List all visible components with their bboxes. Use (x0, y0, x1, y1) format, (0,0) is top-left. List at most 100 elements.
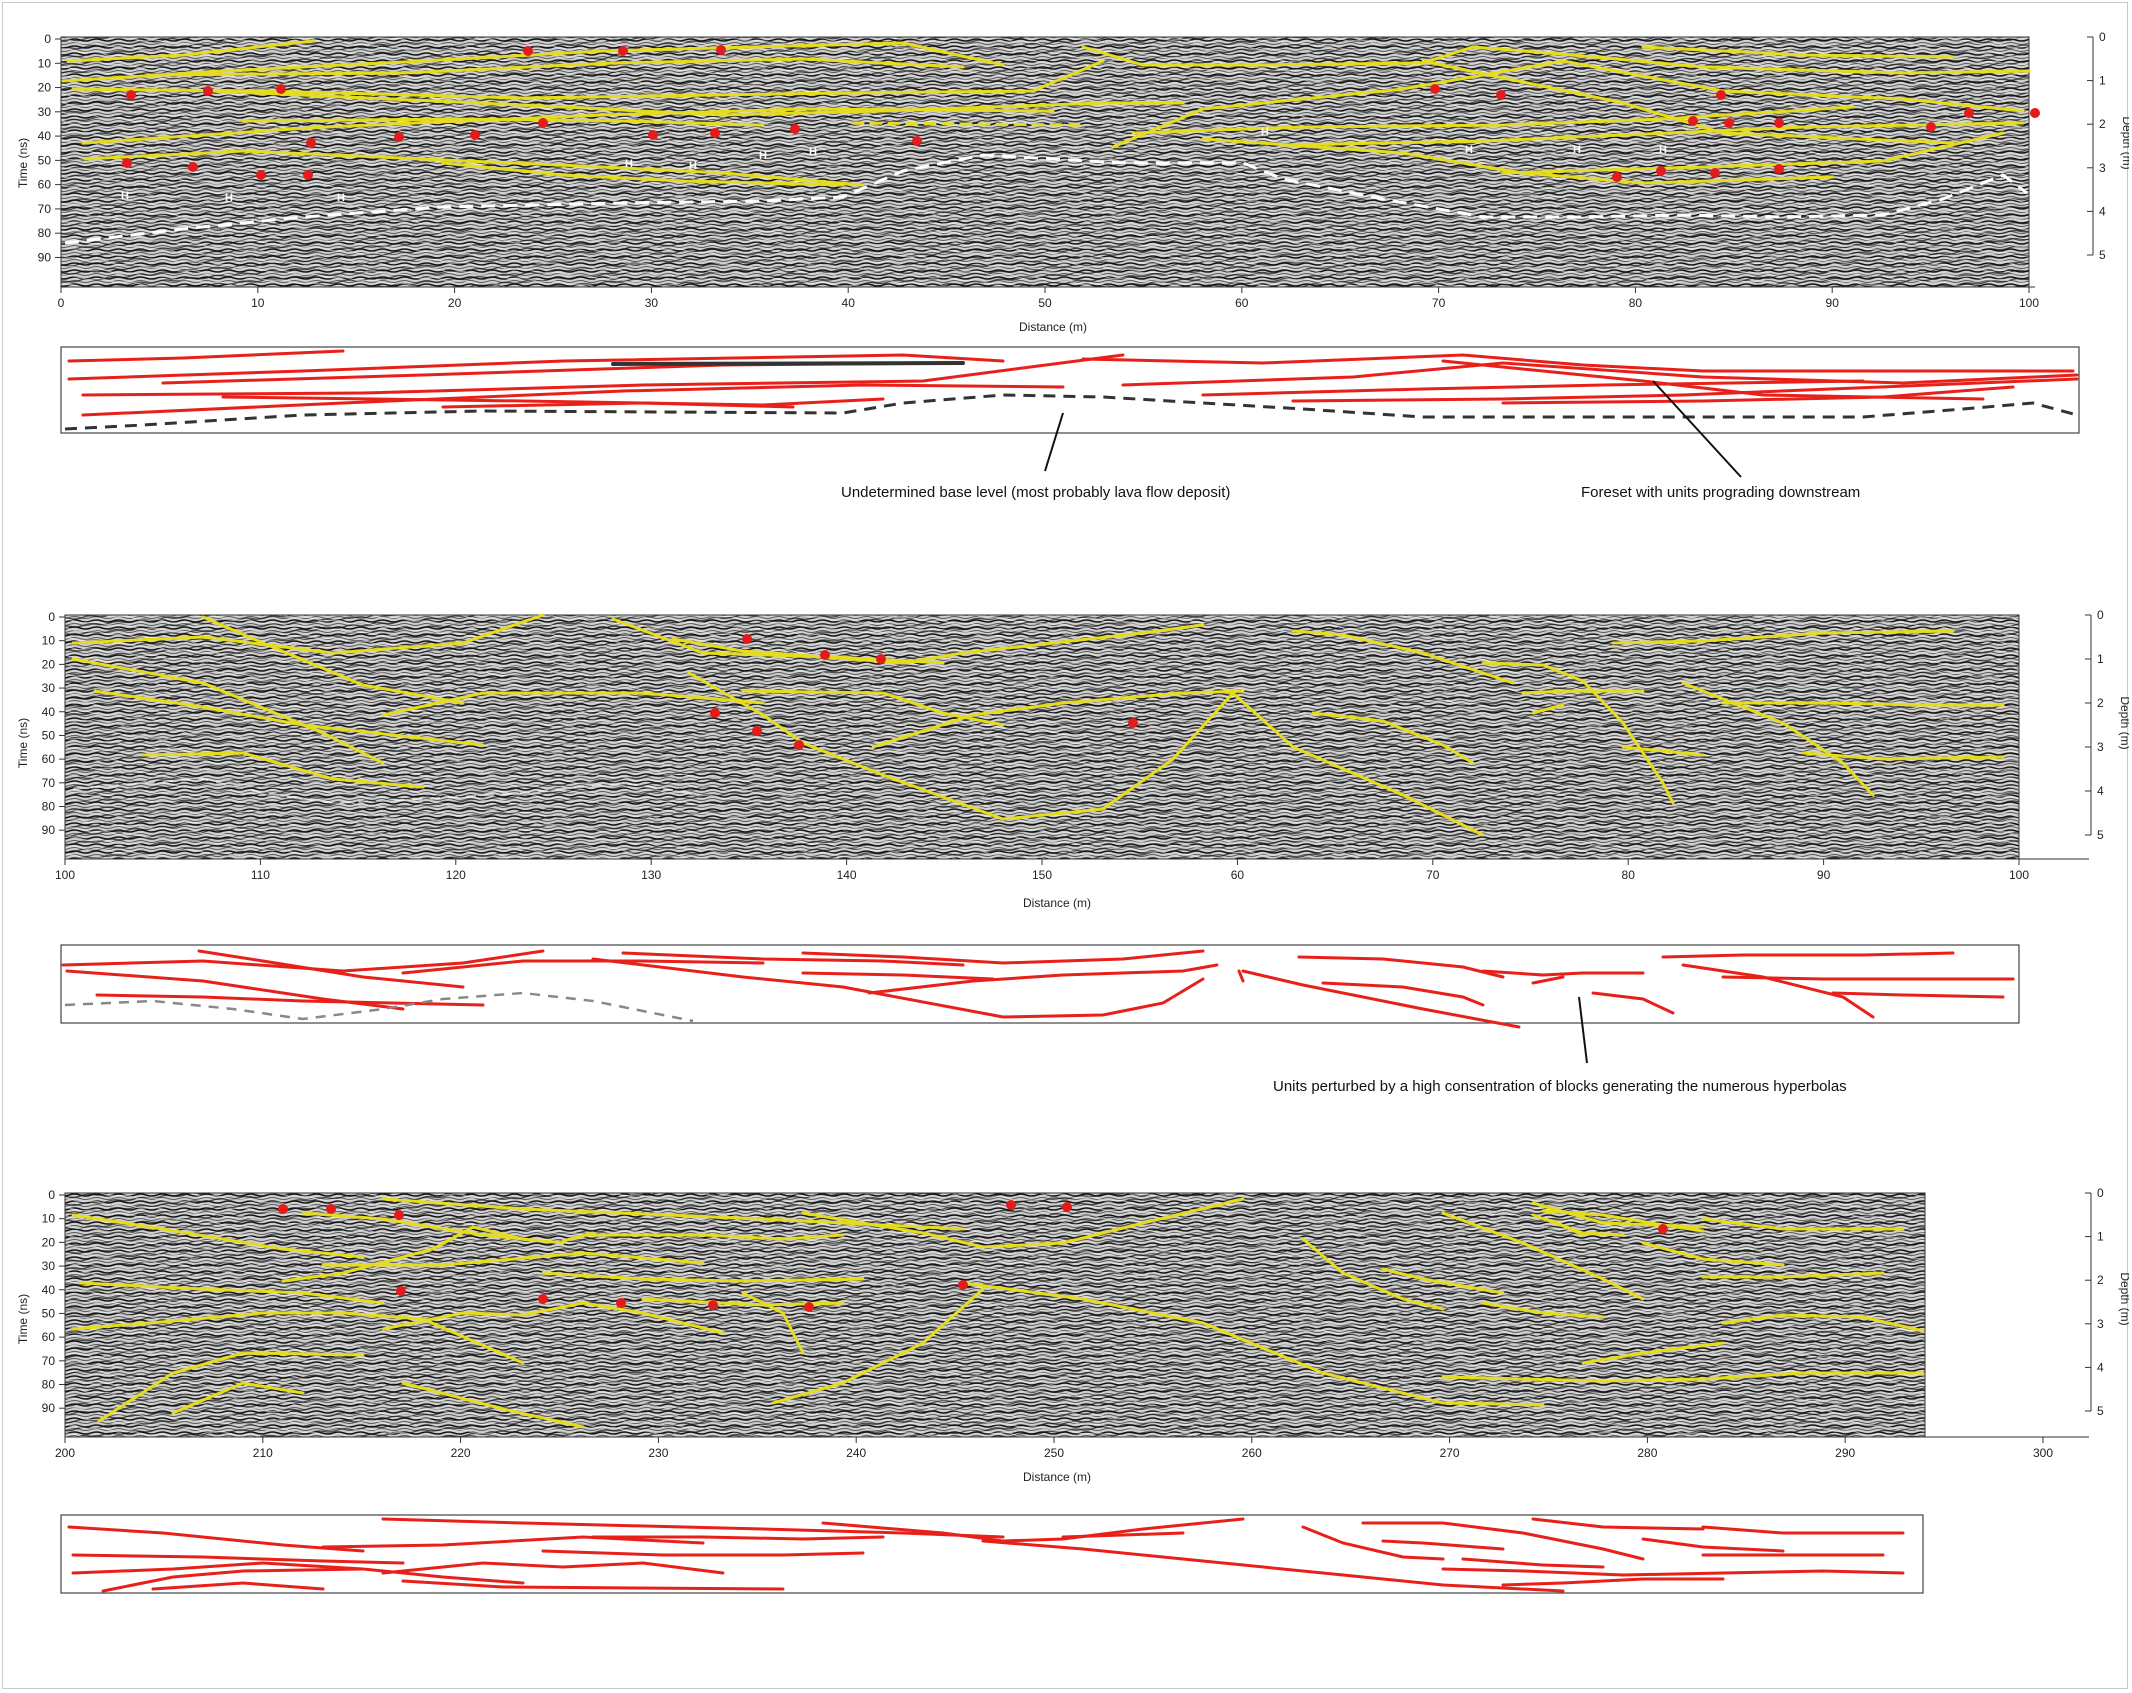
time-tick-label: 50 (42, 728, 56, 742)
depth-tick-label: 5 (2099, 248, 2106, 262)
time-tick-label: 80 (42, 800, 56, 814)
base-level-1 (64, 153, 2028, 245)
depth-tick-label: 0 (2097, 608, 2104, 622)
x-axis-label: Distance (m) (1019, 320, 1087, 334)
diffraction-markers-2 (710, 634, 1138, 750)
hyperbola-label: H (1261, 126, 1269, 138)
depth-axis-label: Depth (m) (2118, 1272, 2129, 1325)
hyperbola-label: H (625, 158, 633, 170)
annotation-text: Units perturbed by a high consentration … (1273, 1078, 1847, 1095)
depth-tick-label: 4 (2099, 204, 2106, 218)
annotation-2a: Units perturbed by a high consentration … (1273, 996, 1847, 1095)
depth-tick-label: 3 (2099, 161, 2106, 175)
x-tick-label: 70 (1426, 868, 1440, 882)
hyperbola-label: H (1465, 144, 1473, 156)
depth-tick-label: 1 (2099, 74, 2106, 88)
depth-tick-label: 5 (2097, 828, 2104, 842)
time-tick-label: 70 (38, 202, 52, 216)
x-tick-label: 90 (1817, 868, 1831, 882)
annotation-1a: Undetermined base level (most probably l… (841, 412, 1230, 501)
depth-tick-label: 2 (2097, 1273, 2104, 1287)
x-tick-label: 290 (1835, 1446, 1855, 1460)
x-tick-label: 150 (1032, 868, 1052, 882)
depth-axis-label: Depth (m) (2118, 696, 2129, 749)
depth-tick-label: 3 (2097, 740, 2104, 754)
radargram-2 (64, 614, 2020, 860)
time-tick-label: 0 (48, 1188, 55, 1202)
time-tick-label: 10 (42, 1212, 56, 1226)
depth-tick-label: 0 (2099, 30, 2106, 44)
time-tick-label: 80 (38, 226, 52, 240)
profile-3: 200 210 220 230 240 250 260 270 280 290 300 010203… (16, 1186, 2129, 1594)
time-tick-label: 80 (42, 1378, 56, 1392)
depth-tick-label: 2 (2097, 696, 2104, 710)
reflectors-3 (71, 1197, 1925, 1429)
x-tick-label: 40 (842, 296, 856, 310)
figure-canvas: H H H H H H H H H H H 0 10 20 30 40 50 60 70 80 9… (16, 30, 2129, 1594)
time-axis-label: Time (ns) (16, 138, 30, 188)
hyperbola-label: H (689, 160, 697, 172)
depth-tick-label: 4 (2097, 784, 2104, 798)
reflectors-2 (71, 613, 2005, 837)
time-tick-label: 30 (42, 1259, 56, 1273)
x-tick-label: 250 (1044, 1446, 1064, 1460)
hyperbola-label: H (1573, 144, 1581, 156)
time-tick-label: 20 (38, 81, 52, 95)
time-tick-label: 60 (38, 178, 52, 192)
time-tick-label: 90 (42, 823, 56, 837)
x-tick-label: 30 (645, 296, 659, 310)
x-tick-label: 70 (1432, 296, 1446, 310)
radargram-3 (64, 1192, 1926, 1438)
x-tick-label: 0 (58, 296, 65, 310)
depth-tick-label: 0 (2097, 1186, 2104, 1200)
time-axis-label: Time (ns) (16, 718, 30, 768)
x-tick-label: 140 (837, 868, 857, 882)
time-ticks-3: 0 10 20 30 40 50 60 70 80 90 (42, 1188, 65, 1415)
axes-2 (65, 615, 2092, 860)
x-tick-label: 130 (641, 868, 661, 882)
hyperbola-label: H (225, 192, 233, 204)
time-tick-label: 90 (38, 250, 52, 264)
time-tick-label: 70 (42, 1354, 56, 1368)
hyperbola-labels-1: H H H H H H H H H H H (121, 126, 1667, 204)
x-tick-label: 100 (2019, 296, 2039, 310)
time-tick-label: 40 (42, 1283, 56, 1297)
x-tick-label: 80 (1629, 296, 1643, 310)
x-tick-label: 260 (1242, 1446, 1262, 1460)
x-tick-label: 100 (55, 868, 75, 882)
x-tick-label: 240 (846, 1446, 866, 1460)
hyperbola-label: H (1659, 144, 1667, 156)
depth-ticks-2: 0 1 2 3 4 5 (2085, 608, 2104, 842)
time-tick-label: 20 (42, 1235, 56, 1249)
depth-tick-label: 2 (2099, 117, 2106, 131)
interpretation-2 (60, 944, 2020, 1029)
x-tick-label: 90 (1826, 296, 1840, 310)
time-tick-label: 40 (38, 129, 52, 143)
time-tick-label: 70 (42, 776, 56, 790)
interpretation-1 (60, 346, 2080, 434)
time-tick-label: 0 (48, 610, 55, 624)
x-ticks-2: 100 110 120 130 140 150 60 70 80 90 100 (55, 859, 2029, 882)
depth-axis-label: Depth (m) (2120, 116, 2129, 169)
x-tick-label: 210 (253, 1446, 273, 1460)
time-tick-label: 10 (38, 56, 52, 70)
axes-3 (65, 1193, 2092, 1438)
time-tick-label: 30 (38, 105, 52, 119)
radargram-1 (60, 36, 2030, 288)
annotation-text: Foreset with units prograding downstream (1581, 484, 1860, 501)
time-tick-label: 30 (42, 681, 56, 695)
time-tick-label: 40 (42, 705, 56, 719)
time-ticks-1: 0 10 20 30 40 50 60 70 80 90 (38, 32, 61, 264)
diffraction-markers-3 (278, 1200, 1668, 1312)
x-tick-label: 60 (1235, 296, 1249, 310)
axes-1 (61, 37, 2094, 288)
depth-ticks-1: 0 1 2 3 4 5 (2087, 30, 2106, 262)
profile-2: 100 110 120 130 140 150 60 70 80 90 100 0102030405… (16, 608, 2129, 1095)
x-tick-label: 230 (648, 1446, 668, 1460)
depth-tick-label: 1 (2097, 652, 2104, 666)
hyperbola-label: H (337, 192, 345, 204)
depth-tick-label: 5 (2097, 1404, 2104, 1418)
annotation-text: Undetermined base level (most probably l… (841, 484, 1230, 501)
time-tick-label: 0 (44, 32, 51, 46)
